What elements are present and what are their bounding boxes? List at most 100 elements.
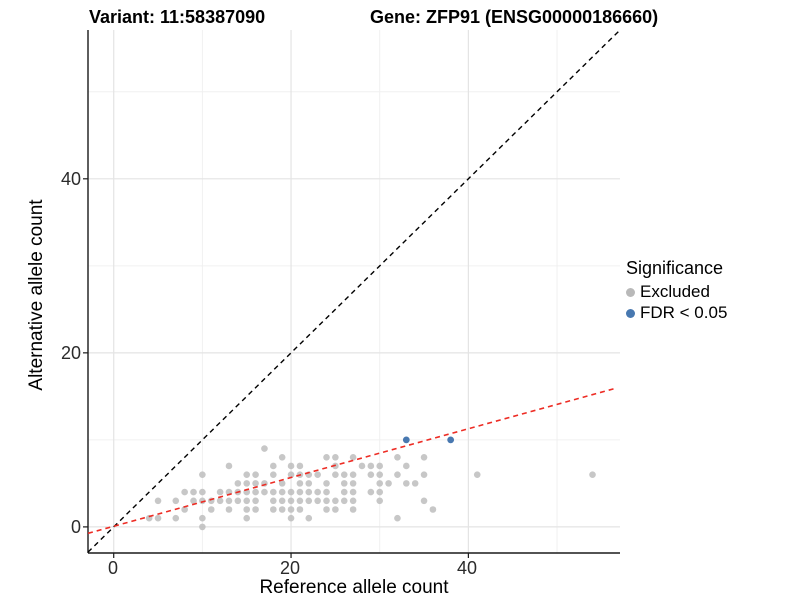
scatter-point-excluded bbox=[199, 488, 206, 496]
scatter-point-excluded bbox=[278, 480, 286, 487]
excluded-dot-icon bbox=[626, 287, 635, 297]
scatter-point-excluded bbox=[314, 471, 321, 478]
scatter-point-excluded bbox=[287, 514, 295, 522]
scatter-point-excluded bbox=[181, 488, 188, 496]
scatter-point-excluded bbox=[403, 480, 410, 487]
scatter-point-excluded bbox=[296, 462, 304, 470]
scatter-point-excluded bbox=[323, 497, 330, 505]
legend-item-excluded: Excluded bbox=[626, 282, 727, 302]
scatter-point-excluded bbox=[296, 497, 304, 505]
scatter-point-excluded bbox=[199, 523, 206, 531]
scatter-point-excluded bbox=[278, 453, 286, 461]
scatter-point-excluded bbox=[154, 514, 162, 522]
scatter-point-significant bbox=[402, 436, 410, 444]
scatter-point-excluded bbox=[172, 514, 180, 522]
scatter-point-excluded bbox=[296, 488, 304, 496]
scatter-point-excluded bbox=[349, 453, 357, 461]
scatter-point-excluded bbox=[358, 462, 366, 470]
scatter-point-excluded bbox=[252, 506, 259, 513]
scatter-point-excluded bbox=[270, 488, 277, 496]
scatter-point-excluded bbox=[270, 497, 277, 505]
scatter-point-excluded bbox=[261, 488, 268, 496]
scatter-point-excluded bbox=[216, 497, 224, 505]
plot-title-variant: Variant: 11:58387090 bbox=[89, 7, 266, 27]
scatter-point-excluded bbox=[181, 506, 188, 513]
scatter-point-excluded bbox=[340, 480, 348, 487]
scatter-point-excluded bbox=[376, 480, 384, 487]
scatter-point-excluded bbox=[394, 514, 401, 522]
scatter-point-excluded bbox=[376, 462, 384, 470]
x-axis-label: Reference allele count bbox=[259, 577, 449, 598]
scatter-point-excluded bbox=[394, 471, 401, 478]
scatter-point-excluded bbox=[349, 480, 357, 487]
scatter-point-excluded bbox=[411, 480, 419, 487]
scatter-point-excluded bbox=[340, 497, 348, 505]
scatter-point-excluded bbox=[172, 497, 180, 505]
scatter-point-excluded bbox=[589, 471, 596, 478]
scatter-point-excluded bbox=[314, 488, 321, 496]
scatter-point-excluded bbox=[305, 480, 313, 487]
scatter-point-excluded bbox=[243, 471, 251, 478]
scatter-point-excluded bbox=[278, 506, 286, 513]
scatter-point-excluded bbox=[154, 497, 162, 505]
scatter-point-excluded bbox=[252, 497, 259, 505]
scatter-point-excluded bbox=[376, 488, 384, 496]
scatter-point-excluded bbox=[323, 488, 330, 496]
scatter-point-excluded bbox=[234, 480, 242, 487]
scatter-point-excluded bbox=[367, 471, 375, 478]
scatter-point-excluded bbox=[394, 453, 401, 461]
scatter-point-excluded bbox=[270, 471, 277, 478]
scatter-point-excluded bbox=[287, 462, 295, 470]
scatter-point-excluded bbox=[287, 506, 295, 513]
scatter-point-excluded bbox=[287, 471, 295, 478]
scatter-point-excluded bbox=[252, 480, 259, 487]
scatter-point-excluded bbox=[305, 497, 313, 505]
scatter-point-excluded bbox=[420, 471, 428, 478]
scatter-point-excluded bbox=[314, 497, 321, 505]
scatter-point-excluded bbox=[243, 480, 251, 487]
scatter-point-excluded bbox=[473, 471, 481, 478]
scatter-point-excluded bbox=[349, 506, 357, 513]
scatter-point-excluded bbox=[349, 497, 357, 505]
scatter-point-excluded bbox=[190, 488, 197, 496]
x-tick-label-0: 0 bbox=[107, 558, 118, 578]
scatter-point-excluded bbox=[323, 453, 330, 461]
scatter-point-excluded bbox=[234, 497, 242, 505]
scatter-point-excluded bbox=[367, 462, 375, 470]
scatter-point-excluded bbox=[367, 488, 375, 496]
scatter-point-excluded bbox=[349, 488, 357, 496]
scatter-point-excluded bbox=[332, 471, 339, 478]
scatter-point-excluded bbox=[332, 506, 339, 513]
scatter-point-excluded bbox=[420, 453, 428, 461]
scatter-point-excluded bbox=[199, 497, 206, 505]
scatter-point-excluded bbox=[323, 480, 330, 487]
identity-line bbox=[87, 29, 621, 553]
scatter-point-excluded bbox=[190, 497, 197, 505]
scatter-point-excluded bbox=[243, 497, 251, 505]
scatter-point-excluded bbox=[287, 488, 295, 496]
scatter-point-excluded bbox=[323, 506, 330, 513]
y-tick-label-20: 20 bbox=[60, 343, 81, 363]
scatter-point-excluded bbox=[385, 480, 392, 487]
scatter-point-excluded bbox=[225, 497, 233, 505]
scatter-point-excluded bbox=[376, 471, 384, 478]
legend-item-label: FDR < 0.05 bbox=[640, 303, 728, 322]
scatter-point-excluded bbox=[270, 506, 277, 513]
scatter-point-significant bbox=[447, 436, 455, 444]
plot-title-gene: Gene: ZFP91 (ENSG00000186660) bbox=[370, 7, 659, 27]
scatter-point-excluded bbox=[332, 453, 339, 461]
scatter-point-excluded bbox=[376, 497, 384, 505]
y-axis-label: Alternative allele count bbox=[26, 199, 47, 391]
scatter-point-excluded bbox=[270, 462, 277, 470]
scatter-point-excluded bbox=[278, 488, 286, 496]
y-tick-label-0: 0 bbox=[70, 517, 81, 537]
scatter-point-excluded bbox=[261, 445, 268, 452]
scatter-point-excluded bbox=[305, 488, 313, 496]
y-tick-label-40: 40 bbox=[60, 169, 81, 189]
scatter-point-excluded bbox=[340, 471, 348, 478]
legend-title: Significance bbox=[626, 258, 724, 278]
scatter-point-excluded bbox=[305, 514, 313, 522]
scatter-point-excluded bbox=[332, 497, 339, 505]
